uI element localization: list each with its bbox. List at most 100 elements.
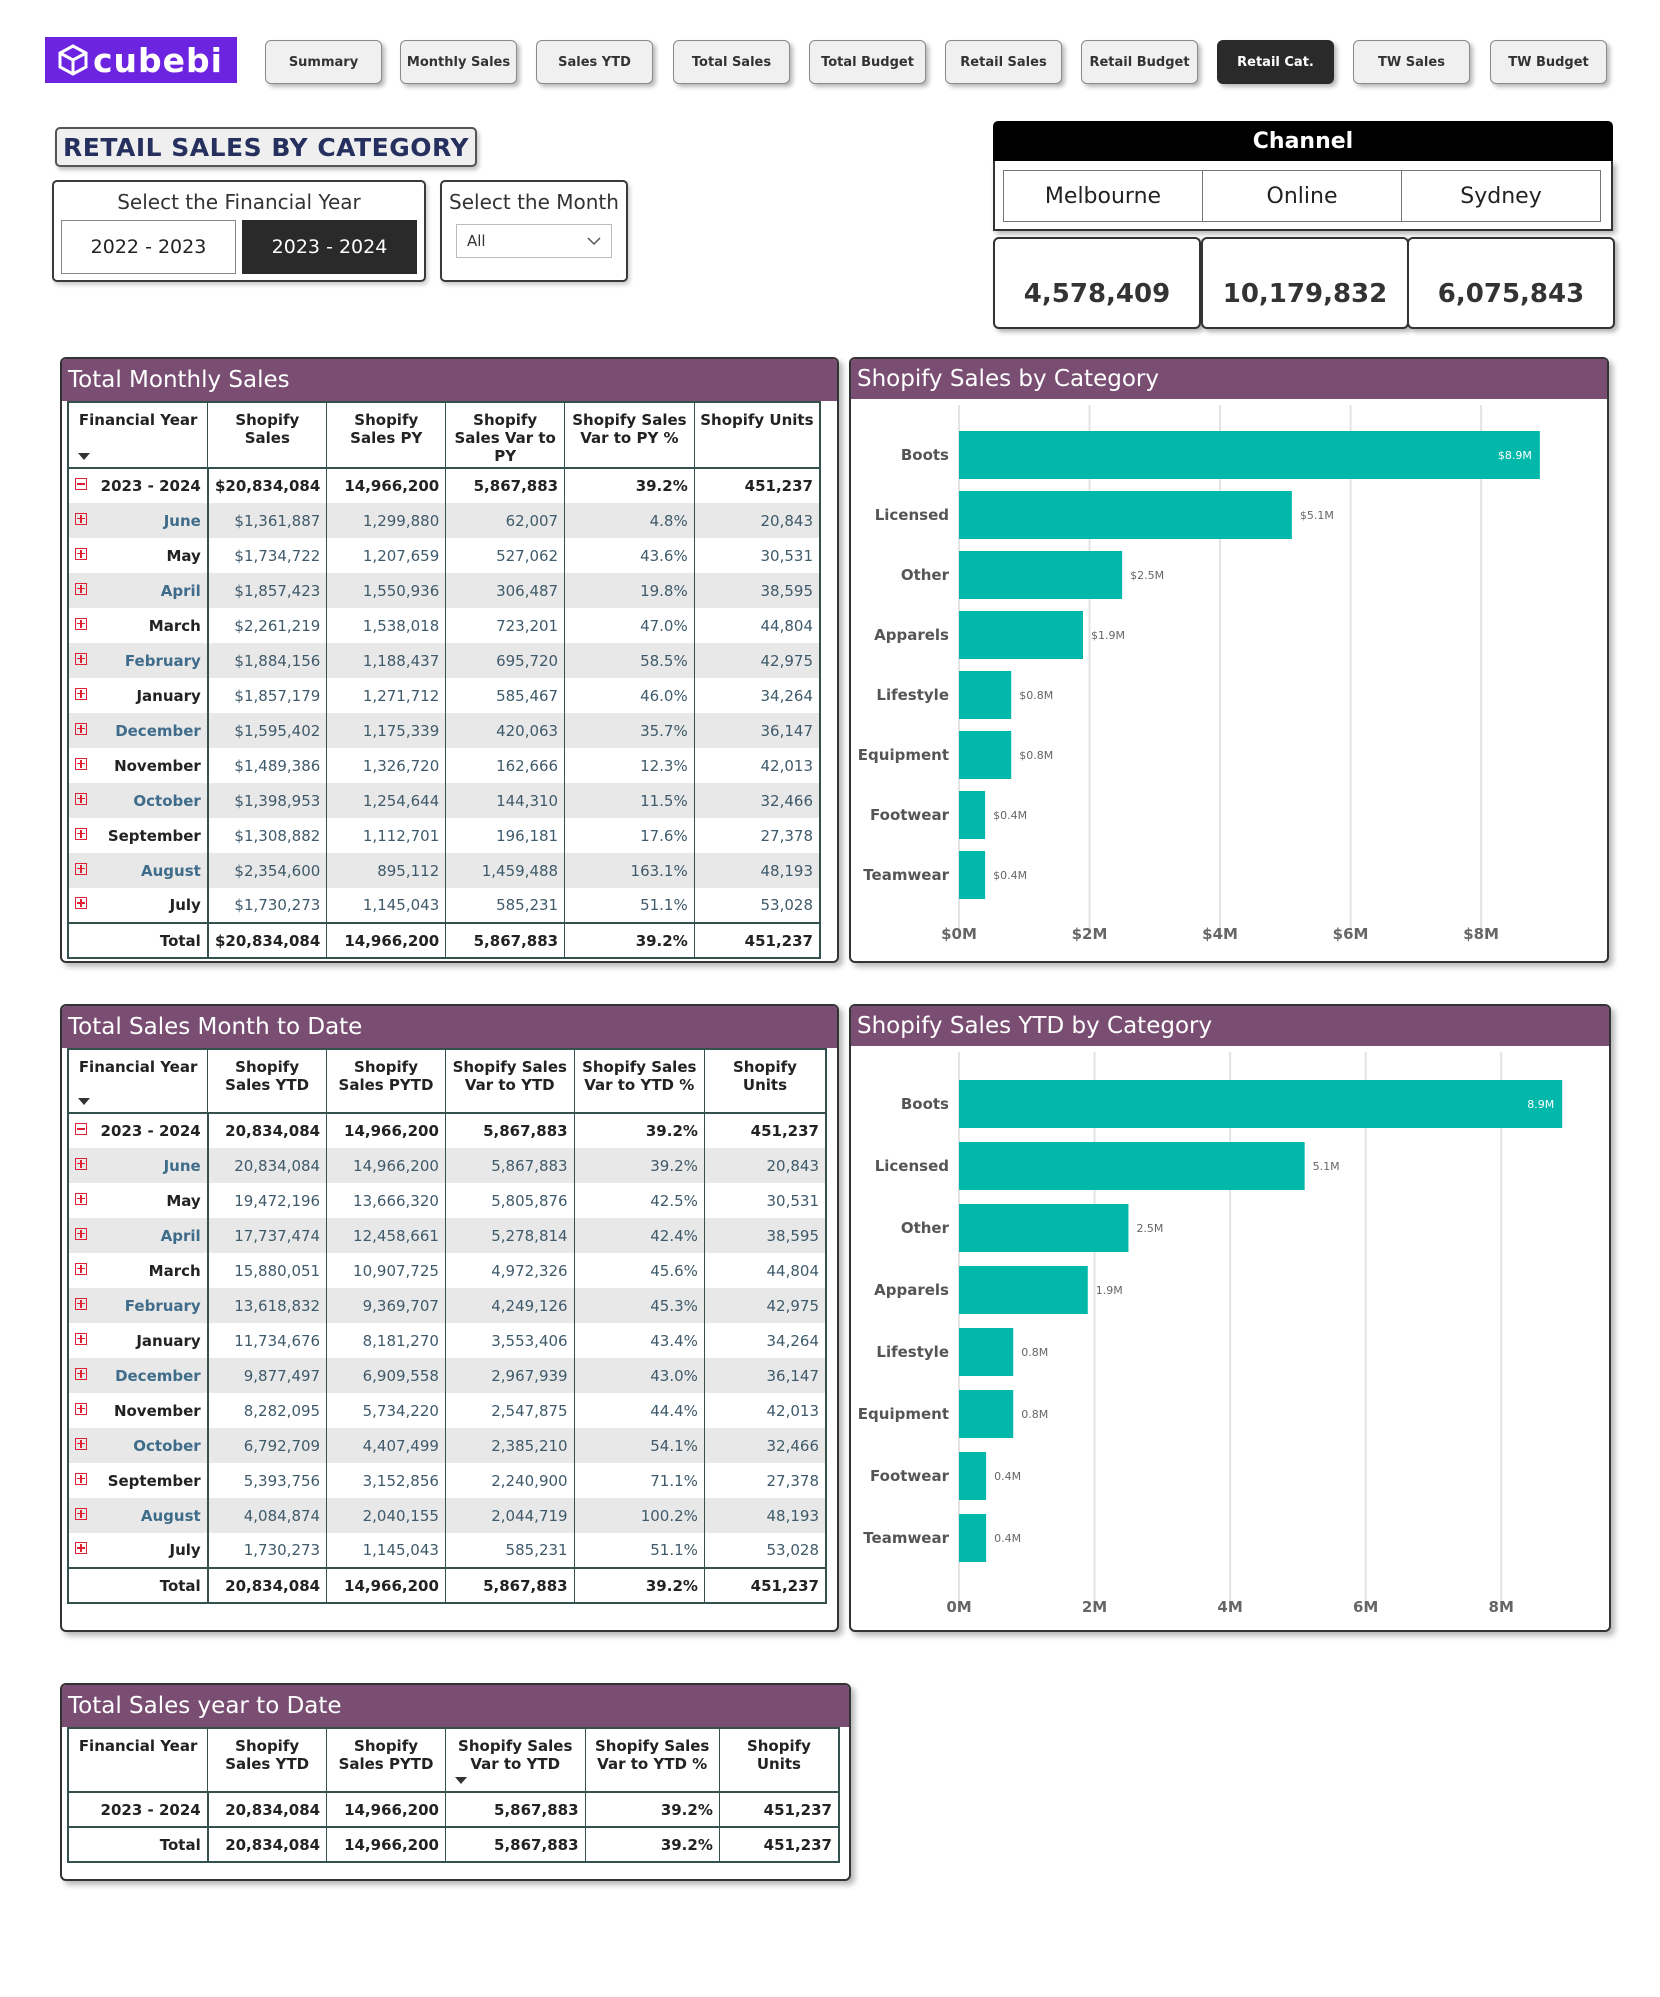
bar-lifestyle[interactable] xyxy=(959,1328,1014,1376)
nav-button-summary[interactable]: Summary xyxy=(265,40,382,84)
bar-footwear[interactable] xyxy=(959,791,986,839)
expand-icon[interactable] xyxy=(75,1157,87,1170)
column-header[interactable]: Shopify Units xyxy=(694,402,821,469)
data-label: $0.4M xyxy=(993,869,1027,882)
table-row: August 4,084,874 2,040,155 2,044,719 100.2% 4… xyxy=(68,1498,827,1533)
column-header[interactable]: Shopify Sales Var to YTD xyxy=(445,1049,575,1114)
expand-icon[interactable] xyxy=(75,1367,87,1380)
cell-value: 14,966,200 xyxy=(326,1826,446,1862)
cell-value: 17,737,474 xyxy=(207,1218,328,1253)
bar-teamwear[interactable] xyxy=(959,1514,987,1562)
column-header[interactable]: Financial Year xyxy=(68,402,209,469)
row-label: May xyxy=(68,1183,209,1218)
expand-icon[interactable] xyxy=(75,1297,87,1310)
channel-tab-sydney[interactable]: Sydney xyxy=(1401,170,1601,222)
expand-icon[interactable] xyxy=(75,1437,87,1450)
cell-value: 163.1% xyxy=(564,853,695,888)
expand-icon[interactable] xyxy=(75,1332,87,1345)
bar-licensed[interactable] xyxy=(959,1142,1305,1190)
column-header[interactable]: Shopify Sales Var to PY % xyxy=(564,402,695,469)
nav-button-retail-budget[interactable]: Retail Budget xyxy=(1081,40,1198,84)
column-header[interactable]: Shopify Sales Var to PY xyxy=(445,402,566,469)
expand-icon[interactable] xyxy=(75,512,87,525)
bar-equipment[interactable] xyxy=(959,731,1012,779)
column-header[interactable]: Shopify Units xyxy=(704,1049,827,1114)
table-row: Total $20,834,084 14,966,200 5,867,883 39.2%… xyxy=(68,922,821,958)
column-header[interactable]: Shopify Units xyxy=(719,1728,840,1793)
cell-value: 11.5% xyxy=(564,783,695,818)
expand-icon[interactable] xyxy=(75,827,87,840)
column-header[interactable]: Shopify Sales xyxy=(207,402,328,469)
expand-icon[interactable] xyxy=(75,722,87,735)
month-dropdown[interactable]: All xyxy=(456,224,612,258)
row-label: Total xyxy=(68,922,209,958)
collapse-icon[interactable] xyxy=(75,1123,87,1135)
row-label-text: October xyxy=(133,1436,201,1455)
cell-value: 144,310 xyxy=(445,783,566,818)
bar-boots[interactable] xyxy=(959,431,1540,479)
bar-apparels[interactable] xyxy=(959,1266,1088,1314)
column-header[interactable]: Shopify Sales PY xyxy=(326,402,447,469)
bar-other[interactable] xyxy=(959,551,1123,599)
collapse-icon[interactable] xyxy=(75,478,87,490)
cell-value: 71.1% xyxy=(574,1463,705,1498)
nav-button-retail-sales[interactable]: Retail Sales xyxy=(945,40,1062,84)
expand-icon[interactable] xyxy=(75,617,87,630)
expand-icon[interactable] xyxy=(75,652,87,665)
row-label: 2023 - 2024 xyxy=(68,468,209,503)
row-label-text: 2023 - 2024 xyxy=(100,477,201,495)
expand-icon[interactable] xyxy=(75,792,87,805)
nav-button-total-budget[interactable]: Total Budget xyxy=(809,40,926,84)
column-header[interactable]: Financial Year xyxy=(68,1049,209,1114)
column-header[interactable]: Shopify Sales PYTD xyxy=(326,1049,446,1114)
expand-icon[interactable] xyxy=(75,1507,87,1520)
column-header[interactable]: Shopify Sales PYTD xyxy=(326,1728,446,1793)
cell-value: 51.1% xyxy=(574,1533,705,1568)
row-label: January xyxy=(68,1323,209,1358)
expand-icon[interactable] xyxy=(75,757,87,770)
channel-tab-online[interactable]: Online xyxy=(1202,170,1402,222)
expand-icon[interactable] xyxy=(75,862,87,875)
channel-tab-melbourne[interactable]: Melbourne xyxy=(1003,170,1203,222)
nav-button-retail-cat[interactable]: Retail Cat. xyxy=(1217,40,1334,84)
page-title: RETAIL SALES BY CATEGORY xyxy=(55,127,477,167)
nav-button-sales-ytd[interactable]: Sales YTD xyxy=(536,40,653,84)
expand-icon[interactable] xyxy=(75,1472,87,1485)
expand-icon[interactable] xyxy=(75,547,87,560)
fy-option-2022-2023[interactable]: 2022 - 2023 xyxy=(61,220,236,274)
bar-footwear[interactable] xyxy=(959,1452,987,1500)
fy-option-2023-2024[interactable]: 2023 - 2024 xyxy=(242,220,417,274)
expand-icon[interactable] xyxy=(75,1192,87,1205)
column-header[interactable]: Shopify Sales Var to YTD % xyxy=(585,1728,720,1793)
expand-icon[interactable] xyxy=(75,1227,87,1240)
table-row: October $1,398,953 1,254,644 144,310 11.5% 32… xyxy=(68,783,821,818)
table-row: Total 20,834,084 14,966,200 5,867,883 39.2% 4… xyxy=(68,1826,840,1862)
expand-icon[interactable] xyxy=(75,897,87,909)
panel-title: Shopify Sales by Category xyxy=(851,359,1607,399)
bar-lifestyle[interactable] xyxy=(959,671,1012,719)
column-header[interactable]: Shopify Sales Var to YTD xyxy=(445,1728,586,1793)
expand-icon[interactable] xyxy=(75,687,87,700)
column-header[interactable]: Shopify Sales YTD xyxy=(207,1049,328,1114)
column-header[interactable]: Shopify Sales YTD xyxy=(207,1728,328,1793)
expand-icon[interactable] xyxy=(75,1402,87,1415)
column-header[interactable]: Shopify Sales Var to YTD % xyxy=(574,1049,705,1114)
nav-button-total-sales[interactable]: Total Sales xyxy=(673,40,790,84)
column-header[interactable]: Financial Year xyxy=(68,1728,209,1793)
bar-teamwear[interactable] xyxy=(959,851,986,899)
bar-boots[interactable] xyxy=(959,1080,1563,1128)
nav-button-tw-sales[interactable]: TW Sales xyxy=(1353,40,1470,84)
bar-licensed[interactable] xyxy=(959,491,1292,539)
cell-value: 4,249,126 xyxy=(445,1288,575,1323)
bar-other[interactable] xyxy=(959,1204,1129,1252)
expand-icon[interactable] xyxy=(75,1262,87,1275)
bar-equipment[interactable] xyxy=(959,1390,1014,1438)
nav-button-tw-budget[interactable]: TW Budget xyxy=(1490,40,1607,84)
expand-icon[interactable] xyxy=(75,1542,87,1554)
x-tick-label: $6M xyxy=(1333,925,1369,943)
nav-button-monthly-sales[interactable]: Monthly Sales xyxy=(400,40,517,84)
cell-value: 20,834,084 xyxy=(207,1792,328,1827)
row-label: August xyxy=(68,853,209,888)
bar-apparels[interactable] xyxy=(959,611,1083,659)
expand-icon[interactable] xyxy=(75,582,87,595)
